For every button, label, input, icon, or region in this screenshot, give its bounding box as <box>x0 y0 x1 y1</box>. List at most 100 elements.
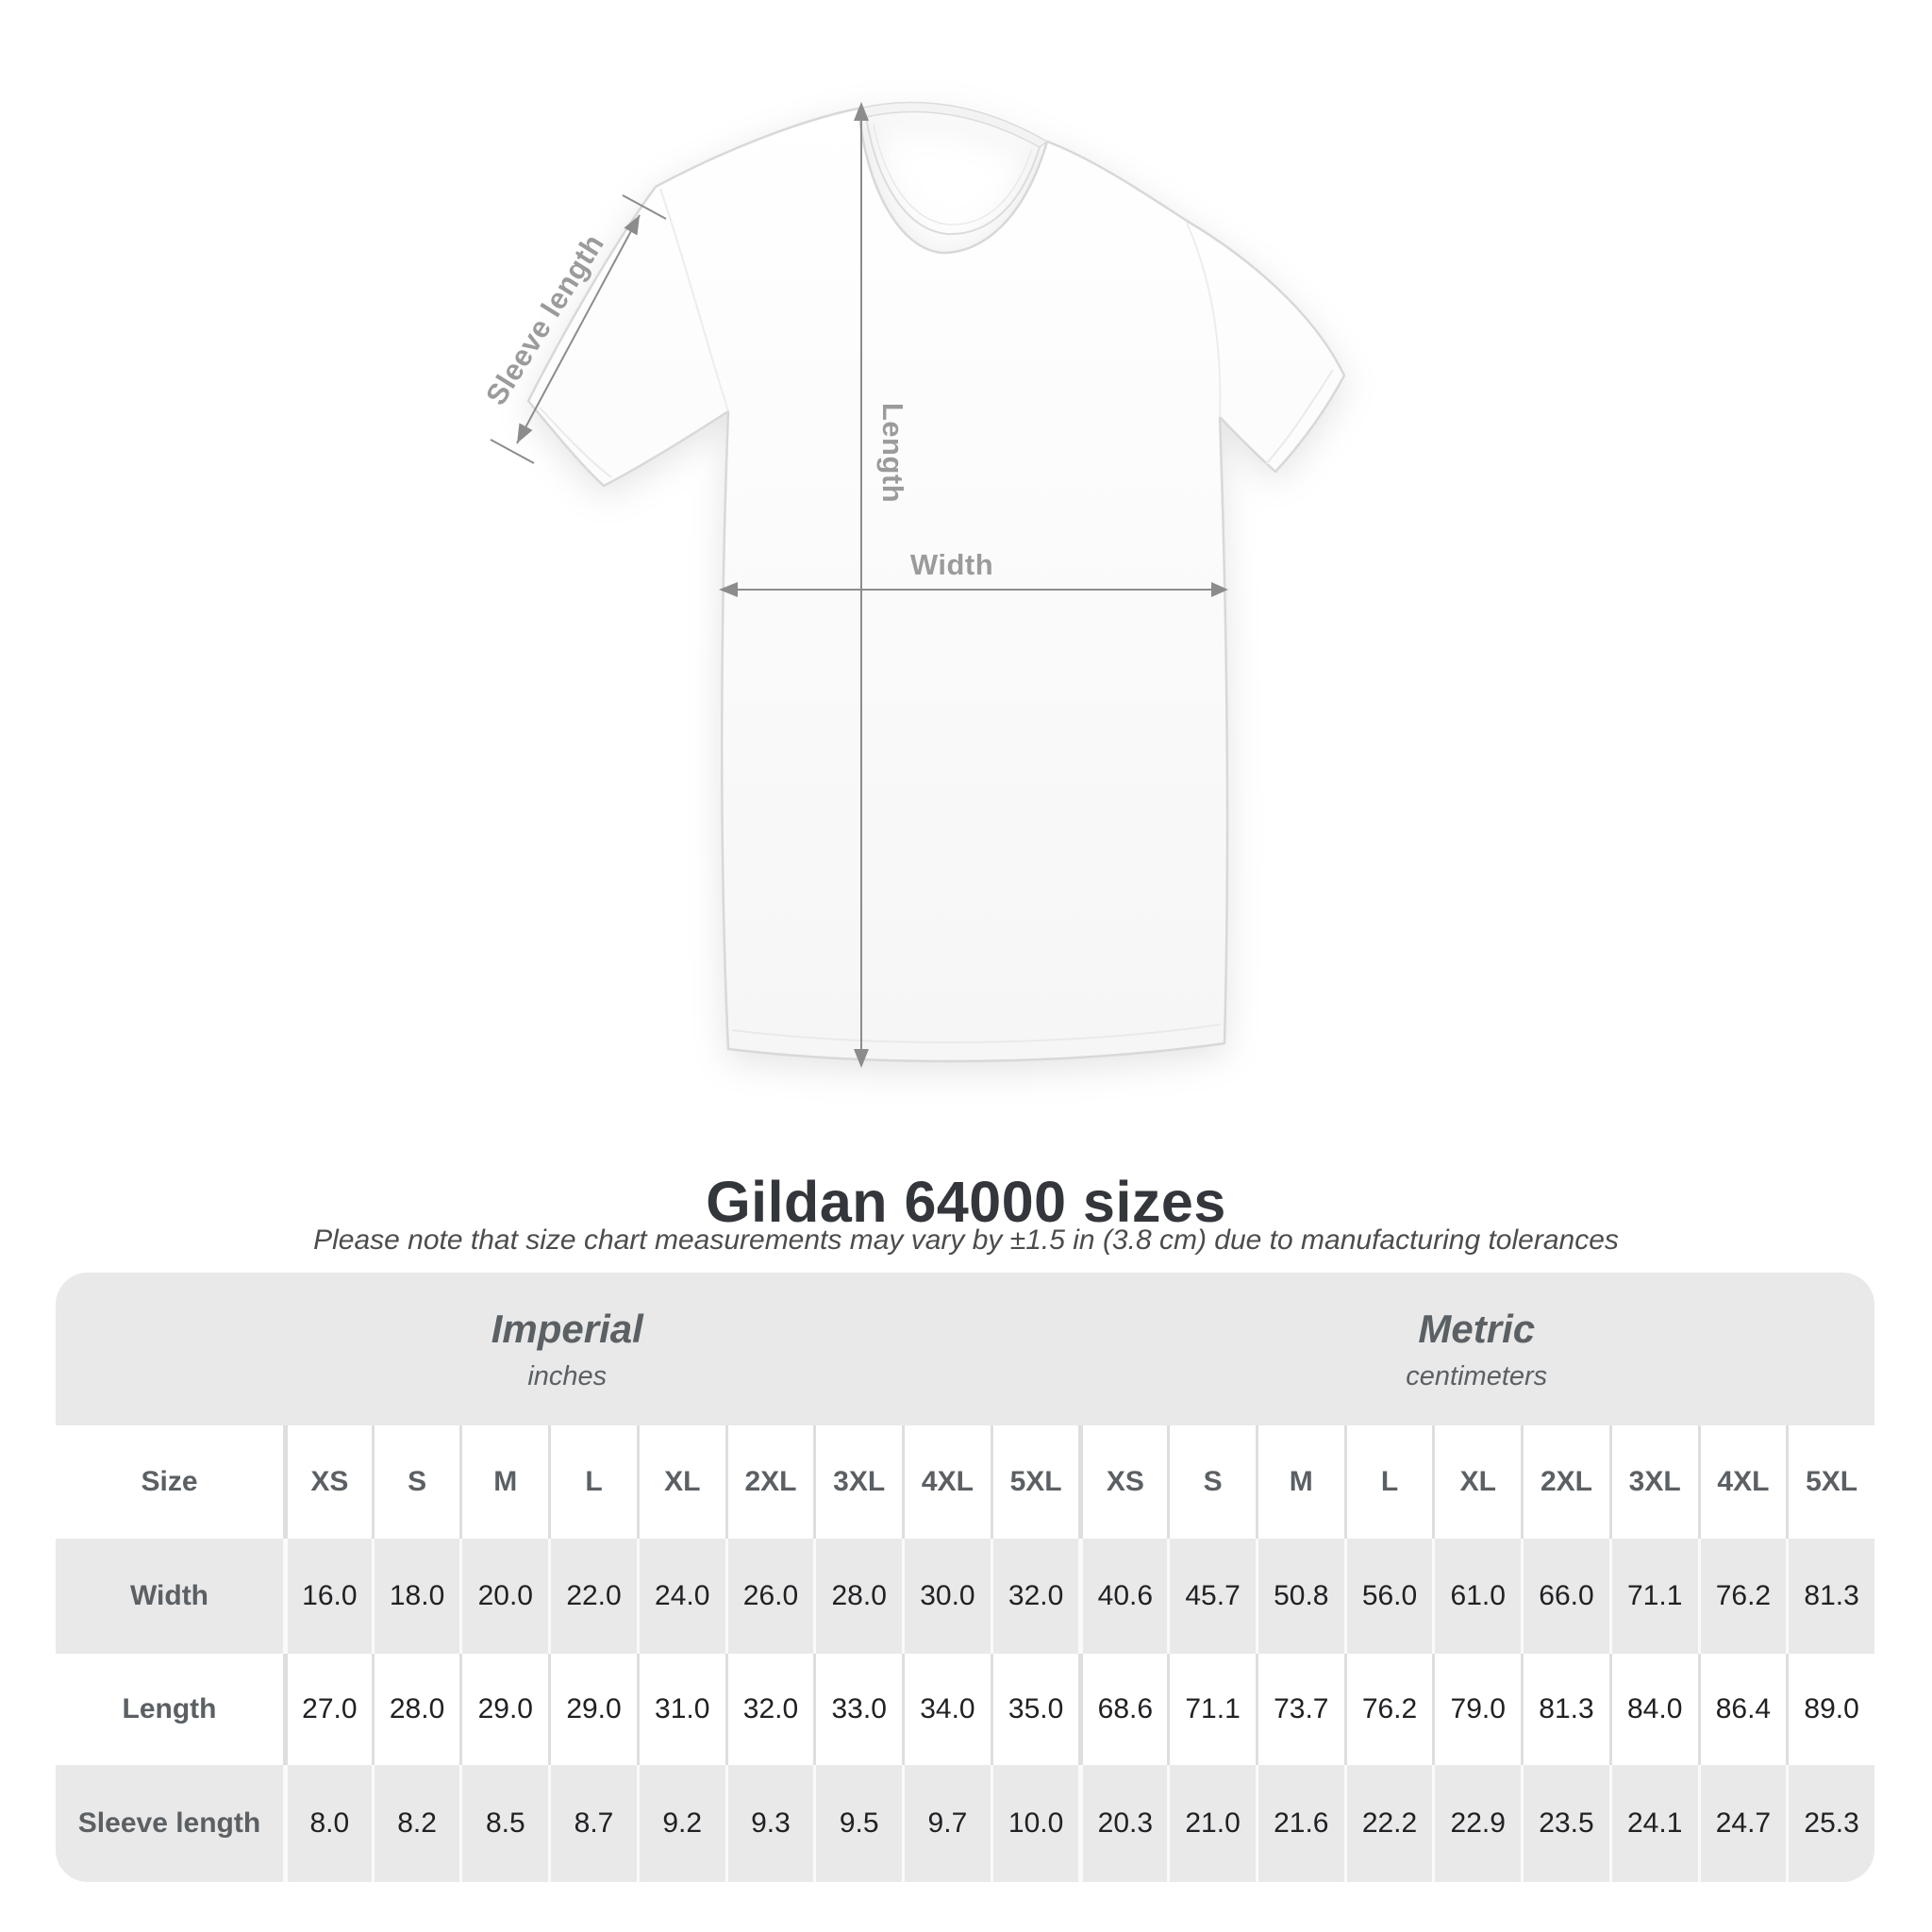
value-cell: 35.0 <box>990 1654 1079 1765</box>
value-cell: 34.0 <box>902 1654 991 1765</box>
metric-group-name: Metric <box>1418 1306 1536 1351</box>
value-cell: 20.3 <box>1078 1765 1167 1882</box>
collar-back <box>857 101 1049 148</box>
value-cell: 9.2 <box>636 1765 725 1882</box>
value-cell: 26.0 <box>724 1539 814 1654</box>
metric-group-header: Metric centimeters <box>1079 1273 1875 1425</box>
value-cell: 81.3 <box>1786 1539 1874 1654</box>
value-cell: 29.0 <box>548 1654 637 1765</box>
value-cell: 16.0 <box>283 1539 372 1654</box>
metric-group-unit: centimeters <box>1406 1360 1548 1391</box>
value-cell: 28.0 <box>371 1654 460 1765</box>
tshirt-illustration <box>490 101 1346 1068</box>
value-cell: 25.3 <box>1786 1765 1874 1882</box>
size-table: Imperial inches Metric centimeters Size … <box>56 1273 1874 1882</box>
value-cell: 32.0 <box>724 1654 814 1765</box>
value-cell: 24.1 <box>1608 1765 1698 1882</box>
table-row-width: Width 16.0 18.0 20.0 22.0 24.0 26.0 28.0… <box>56 1539 1874 1654</box>
imperial-group-header: Imperial inches <box>56 1273 1079 1425</box>
value-cell: 23.5 <box>1521 1765 1609 1882</box>
value-cell: 21.0 <box>1167 1765 1256 1882</box>
value-cell: 21.6 <box>1255 1765 1344 1882</box>
value-cell: 8.5 <box>459 1765 548 1882</box>
value-cell: 45.7 <box>1167 1539 1256 1654</box>
size-header-row: Size XS S M L XL 2XL 3XL 4XL 5XL XS S M … <box>56 1425 1874 1539</box>
value-cell: 84.0 <box>1608 1654 1698 1765</box>
size-col-header-metric: XL <box>1432 1425 1521 1539</box>
size-col-header-imperial: 3XL <box>813 1425 902 1539</box>
size-col-header-imperial: 4XL <box>902 1425 991 1539</box>
value-cell: 9.5 <box>813 1765 902 1882</box>
value-cell: 9.7 <box>902 1765 991 1882</box>
value-cell: 86.4 <box>1697 1654 1787 1765</box>
size-col-header-metric: 2XL <box>1521 1425 1609 1539</box>
value-cell: 22.9 <box>1432 1765 1521 1882</box>
value-cell: 61.0 <box>1432 1539 1521 1654</box>
size-col-header-metric: 4XL <box>1697 1425 1787 1539</box>
value-cell: 79.0 <box>1432 1654 1521 1765</box>
value-cell: 66.0 <box>1521 1539 1609 1654</box>
size-col-header-imperial: XL <box>636 1425 725 1539</box>
value-cell: 32.0 <box>990 1539 1079 1654</box>
value-cell: 28.0 <box>813 1539 902 1654</box>
width-dimension-line <box>719 582 1228 597</box>
value-cell: 18.0 <box>371 1539 460 1654</box>
length-label: Length <box>876 402 909 504</box>
value-cell: 73.7 <box>1255 1654 1344 1765</box>
imperial-group-unit: inches <box>527 1360 608 1391</box>
length-dimension-line <box>854 102 869 1068</box>
value-cell: 31.0 <box>636 1654 725 1765</box>
value-cell: 27.0 <box>283 1654 372 1765</box>
value-cell: 24.7 <box>1697 1765 1787 1882</box>
value-cell: 8.7 <box>548 1765 637 1882</box>
size-col-header-imperial: 2XL <box>724 1425 814 1539</box>
dimension-lines <box>490 102 1228 1068</box>
value-cell: 30.0 <box>902 1539 991 1654</box>
sleeve-dimension-line <box>490 194 667 464</box>
value-cell: 56.0 <box>1343 1539 1433 1654</box>
table-row-length: Length 27.0 28.0 29.0 29.0 31.0 32.0 33.… <box>56 1654 1874 1765</box>
size-col-header-imperial: S <box>371 1425 460 1539</box>
value-cell: 68.6 <box>1078 1654 1167 1765</box>
page-title: Gildan 64000 sizes <box>706 1169 1226 1234</box>
value-cell: 40.6 <box>1078 1539 1167 1654</box>
size-col-header-imperial: XS <box>283 1425 372 1539</box>
value-cell: 24.0 <box>636 1539 725 1654</box>
table-row-sleeve-length: Sleeve length 8.0 8.2 8.5 8.7 9.2 9.3 9.… <box>56 1765 1874 1882</box>
value-cell: 50.8 <box>1255 1539 1344 1654</box>
row-label: Length <box>122 1693 217 1724</box>
value-cell: 71.1 <box>1167 1654 1256 1765</box>
size-col-header-metric: M <box>1255 1425 1344 1539</box>
value-cell: 33.0 <box>813 1654 902 1765</box>
value-cell: 76.2 <box>1697 1539 1787 1654</box>
value-cell: 81.3 <box>1521 1654 1609 1765</box>
shirt-diagram: Sleeve length Length Width <box>479 101 1346 1068</box>
value-cell: 20.0 <box>459 1539 548 1654</box>
value-cell: 22.0 <box>548 1539 637 1654</box>
value-cell: 8.2 <box>371 1765 460 1882</box>
size-col-header-metric: S <box>1167 1425 1256 1539</box>
size-col-header-metric: 5XL <box>1786 1425 1874 1539</box>
value-cell: 8.0 <box>283 1765 372 1882</box>
imperial-group-name: Imperial <box>491 1306 643 1351</box>
size-col-header-metric: XS <box>1078 1425 1167 1539</box>
size-col-header-imperial: M <box>459 1425 548 1539</box>
unit-group-row: Imperial inches Metric centimeters <box>56 1273 1874 1425</box>
value-cell: 9.3 <box>724 1765 814 1882</box>
value-cell: 10.0 <box>990 1765 1079 1882</box>
row-label: Width <box>129 1580 209 1611</box>
value-cell: 29.0 <box>459 1654 548 1765</box>
size-col-header-imperial: 5XL <box>990 1425 1079 1539</box>
tshirt-graphic <box>526 101 1346 1063</box>
size-col-header-metric: L <box>1343 1425 1433 1539</box>
tolerance-note: Please note that size chart measurements… <box>313 1224 1619 1256</box>
size-col-header-metric: 3XL <box>1608 1425 1698 1539</box>
value-cell: 71.1 <box>1608 1539 1698 1654</box>
size-col-header-imperial: L <box>548 1425 637 1539</box>
width-label: Width <box>909 548 994 581</box>
row-label: Sleeve length <box>77 1807 261 1839</box>
value-cell: 89.0 <box>1786 1654 1874 1765</box>
size-column-label: Size <box>141 1466 198 1497</box>
value-cell: 76.2 <box>1343 1654 1433 1765</box>
